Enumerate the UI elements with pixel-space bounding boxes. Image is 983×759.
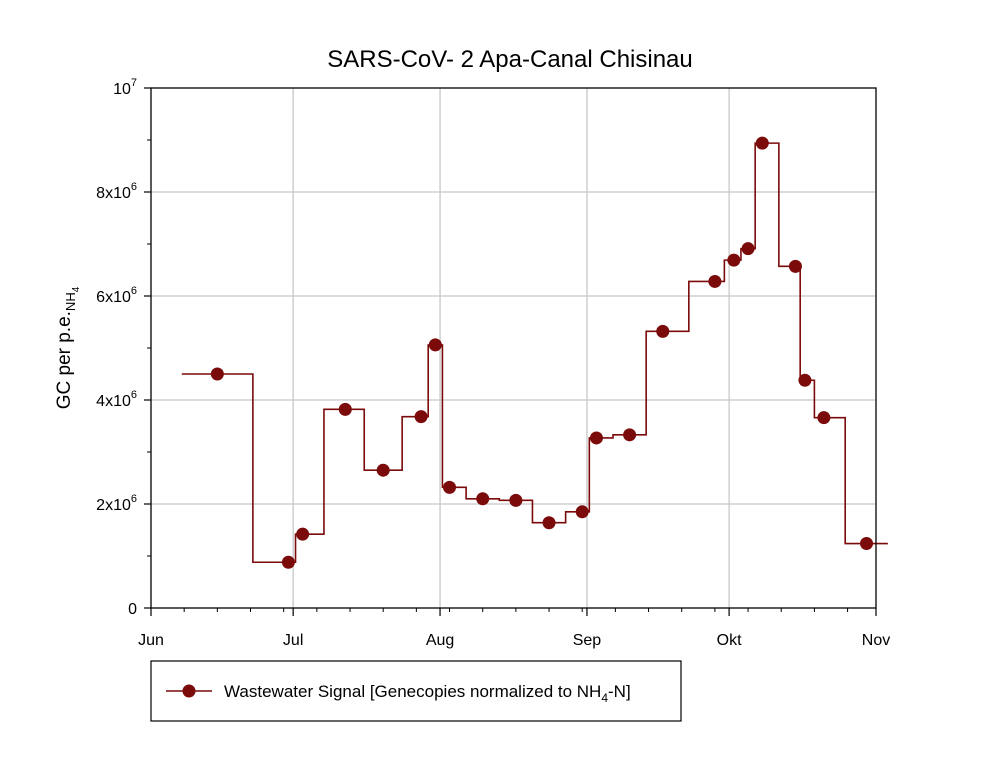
data-point [708,274,722,288]
legend-marker-icon [182,684,196,698]
x-tick-label: Okt [717,632,742,649]
data-point [542,516,556,530]
y-tick-label: 107 [113,77,137,98]
y-tick-label: 4x106 [96,389,137,410]
axis-ticks [144,87,877,616]
data-point [281,555,295,569]
data-point [509,493,523,507]
legend-box [150,660,682,722]
data-point [788,259,802,273]
y-tick-label-base: 2x10 [96,497,131,514]
y-tick-label-base: 10 [113,81,131,98]
data-point [860,537,874,551]
data-point [210,367,224,381]
data-point-layer [210,136,874,569]
legend-label: Wastewater Signal [Genecopies normalized… [224,682,631,705]
x-axis-tick-labels: Jun Jul Aug Sep Okt Nov [138,632,890,649]
data-point [376,463,390,477]
x-tick-label: Sep [573,632,602,649]
data-point [798,373,812,387]
data-point [817,411,831,425]
data-point [755,136,769,150]
legend: Wastewater Signal [Genecopies normalized… [150,660,682,722]
data-point [623,428,637,442]
y-tick-label-base: 8x10 [96,185,131,202]
data-point [741,242,755,256]
y-tick-label-base: 6x10 [96,289,131,306]
y-tick-label: 8x106 [96,181,137,202]
y-tick-label-base: 4x10 [96,393,131,410]
data-point [575,505,589,519]
y-axis-label-sub: NH [63,292,78,311]
data-point [727,253,741,267]
legend-label-main: Wastewater Signal [Genecopies normalized… [224,682,601,701]
x-tick-label: Jul [283,632,303,649]
legend-label-end: -N] [608,682,631,701]
y-tick-label: 0 [128,601,137,618]
x-tick-label: Jun [138,632,164,649]
data-point [476,492,490,506]
y-tick-label-exponent: 7 [131,77,137,89]
chart-title: SARS-CoV- 2 Apa-Canal Chisinau [327,46,693,73]
y-tick-label-exponent: 6 [131,493,137,505]
data-point [296,527,310,541]
y-axis-label-sub2: 4 [71,286,82,292]
data-point [338,402,352,416]
data-point [428,338,442,352]
y-tick-label-exponent: 6 [131,389,137,401]
plot-area-frame [150,87,877,609]
y-tick-label-base: 0 [128,601,137,618]
data-point [443,480,457,494]
grid-lines [151,88,876,608]
series-step-line [181,142,888,564]
y-tick-label: 6x106 [96,285,137,306]
y-axis-label: GC per p.e.NH4 [54,286,82,409]
data-point [589,431,603,445]
y-tick-label-exponent: 6 [131,285,137,297]
y-tick-label: 2x106 [96,493,137,514]
x-tick-label: Nov [862,632,890,649]
data-point [656,324,670,338]
y-axis-label-main: GC per p.e. [54,311,75,409]
data-point [414,410,428,424]
x-tick-label: Aug [426,632,454,649]
series-line-layer [181,142,888,564]
y-tick-label-exponent: 6 [131,181,137,193]
legend-label-sub: 4 [601,691,608,705]
